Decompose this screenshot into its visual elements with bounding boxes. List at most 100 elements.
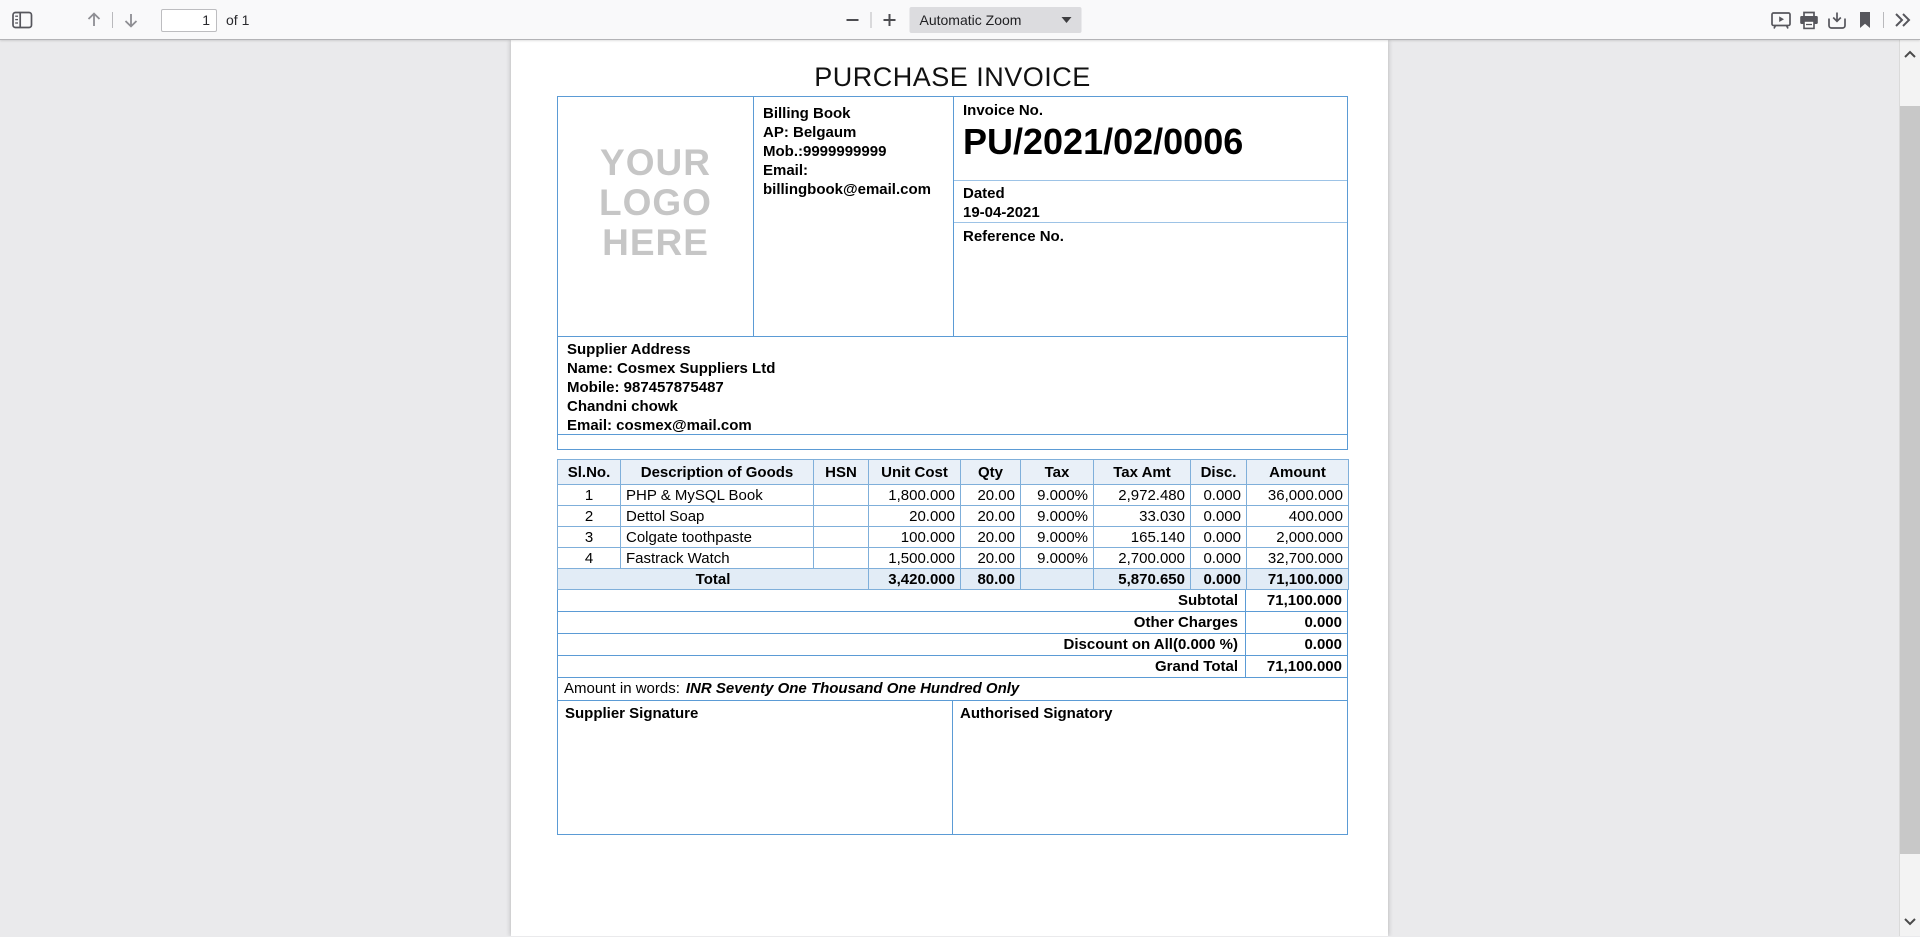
total-qty: 80.00 <box>960 568 1021 590</box>
cell-disc: 0.000 <box>1190 484 1247 506</box>
cell-tax: 9.000% <box>1020 505 1094 527</box>
supplier-address-heading: Supplier Address <box>567 341 691 358</box>
table-total-row: Total 3,420.000 80.00 5,870.650 0.000 71… <box>557 568 1349 590</box>
cell-description: Dettol Soap <box>620 505 814 527</box>
invoice-meta-block: Invoice No. PU/2021/02/0006 Dated 19-04-… <box>953 97 1347 336</box>
supplier-street: Chandni chowk <box>567 398 678 415</box>
col-header-description: Description of Goods <box>620 459 814 485</box>
summary-row-discount: Discount on All(0.000 %) 0.000 <box>557 634 1348 656</box>
arrow-down-icon <box>124 14 138 28</box>
cell-tax-amt: 33.030 <box>1093 505 1191 527</box>
toolbar-divider <box>112 12 113 28</box>
zoom-level-select[interactable]: Automatic Zoom <box>909 7 1082 33</box>
table-row: 3 Colgate toothpaste 100.000 20.00 9.000… <box>557 526 1349 548</box>
presentation-mode-icon <box>1771 11 1791 29</box>
cell-tax: 9.000% <box>1020 484 1094 506</box>
zoom-in-button[interactable] <box>876 6 904 34</box>
whitespace <box>557 450 1348 459</box>
vertical-scrollbar[interactable] <box>1899 40 1920 936</box>
plus-icon <box>883 14 896 26</box>
sidebar-toggle-icon <box>11 11 32 29</box>
presentation-mode-button[interactable] <box>1767 6 1795 34</box>
invoice-date-label: Dated <box>963 185 1005 202</box>
cell-slno: 1 <box>557 484 621 506</box>
cell-description: PHP & MySQL Book <box>620 484 814 506</box>
amount-in-words-row: Amount in words: INR Seventy One Thousan… <box>557 678 1348 701</box>
total-tax <box>1020 568 1094 590</box>
cell-amount: 32,700.000 <box>1246 547 1349 569</box>
scrollbar-thumb[interactable] <box>1900 106 1920 854</box>
next-page-button[interactable] <box>117 6 145 34</box>
chevron-down-icon <box>1061 17 1072 23</box>
page-number-input[interactable] <box>161 8 217 32</box>
print-button[interactable] <box>1795 6 1823 34</box>
summary-row-subtotal: Subtotal 71,100.000 <box>557 590 1348 612</box>
double-chevron-right-icon <box>1895 13 1911 27</box>
print-icon <box>1800 11 1818 29</box>
cell-hsn <box>813 484 869 506</box>
invoice-title: PURCHASE INVOICE <box>814 62 1091 92</box>
invoice-document: PURCHASE INVOICE YOUR LOGO HERE Billing … <box>557 62 1349 835</box>
cell-unit-cost: 1,500.000 <box>868 547 961 569</box>
cell-slno: 3 <box>557 526 621 548</box>
supplier-name: Name: Cosmex Suppliers Ltd <box>567 360 776 377</box>
amount-in-words-value: INR Seventy One Thousand One Hundred Onl… <box>685 680 1020 697</box>
cell-qty: 20.00 <box>960 547 1021 569</box>
sidebar-toggle-button[interactable] <box>8 6 36 34</box>
supplier-mobile: Mobile: 987457875487 <box>567 379 724 396</box>
scroll-up-button[interactable] <box>1900 40 1920 68</box>
cell-hsn <box>813 526 869 548</box>
save-button[interactable] <box>1823 6 1851 34</box>
table-row: 4 Fastrack Watch 1,500.000 20.00 9.000% … <box>557 547 1349 569</box>
summary-value: 71,100.000 <box>1245 656 1347 677</box>
scroll-down-button[interactable] <box>1900 908 1920 936</box>
summary-row-grand-total: Grand Total 71,100.000 <box>557 656 1348 678</box>
cell-hsn <box>813 547 869 569</box>
total-tax-amt: 5,870.650 <box>1093 568 1191 590</box>
logo-line: YOUR <box>600 141 711 183</box>
more-tools-button[interactable] <box>1888 6 1916 34</box>
summary-row-other-charges: Other Charges 0.000 <box>557 612 1348 634</box>
authorised-signatory-label: Authorised Signatory <box>960 705 1113 722</box>
items-table: Sl.No. Description of Goods HSN Unit Cos… <box>557 459 1349 590</box>
chevron-down-icon <box>1904 918 1916 926</box>
total-disc: 0.000 <box>1190 568 1247 590</box>
zoom-level-value: Automatic Zoom <box>919 12 1022 28</box>
billing-mobile: Mob.:9999999999 <box>763 143 887 160</box>
pdf-viewer-area: PURCHASE INVOICE YOUR LOGO HERE Billing … <box>0 40 1920 936</box>
cell-tax-amt: 2,972.480 <box>1093 484 1191 506</box>
cell-slno: 2 <box>557 505 621 527</box>
col-header-hsn: HSN <box>813 459 869 485</box>
col-header-slno: Sl.No. <box>557 459 621 485</box>
zoom-out-button[interactable] <box>839 6 867 34</box>
previous-page-button[interactable] <box>80 6 108 34</box>
supplier-email: Email: cosmex@mail.com <box>567 417 752 434</box>
cell-disc: 0.000 <box>1190 526 1247 548</box>
current-view-button[interactable] <box>1851 6 1879 34</box>
cell-tax: 9.000% <box>1020 547 1094 569</box>
logo-line: HERE <box>602 221 709 263</box>
cell-disc: 0.000 <box>1190 547 1247 569</box>
cell-amount: 400.000 <box>1246 505 1349 527</box>
cell-tax: 9.000% <box>1020 526 1094 548</box>
toolbar-zoom-group: Automatic Zoom <box>839 0 1082 40</box>
supplier-address-block: Supplier Address Name: Cosmex Suppliers … <box>557 336 1348 435</box>
table-row: 2 Dettol Soap 20.000 20.00 9.000% 33.030… <box>557 505 1349 527</box>
signature-section: Supplier Signature Authorised Signatory <box>557 701 1348 835</box>
billing-email-label: Email: <box>763 162 809 179</box>
summary-label: Subtotal <box>1178 592 1238 609</box>
col-header-amount: Amount <box>1246 459 1349 485</box>
empty-spacer-row <box>557 434 1348 450</box>
cell-tax-amt: 2,700.000 <box>1093 547 1191 569</box>
total-unit-cost: 3,420.000 <box>868 568 961 590</box>
col-header-tax-amt: Tax Amt <box>1093 459 1191 485</box>
amount-in-words-label: Amount in words: <box>564 680 680 697</box>
pdf-page: PURCHASE INVOICE YOUR LOGO HERE Billing … <box>511 40 1388 936</box>
summary-value: 71,100.000 <box>1245 590 1347 611</box>
pdf-toolbar: of 1 Automatic Zoom <box>0 0 1920 40</box>
col-header-qty: Qty <box>960 459 1021 485</box>
cell-unit-cost: 1,800.000 <box>868 484 961 506</box>
reference-number-label: Reference No. <box>963 228 1064 245</box>
billing-address: AP: Belgaum <box>763 124 857 141</box>
logo-line: LOGO <box>599 181 712 223</box>
